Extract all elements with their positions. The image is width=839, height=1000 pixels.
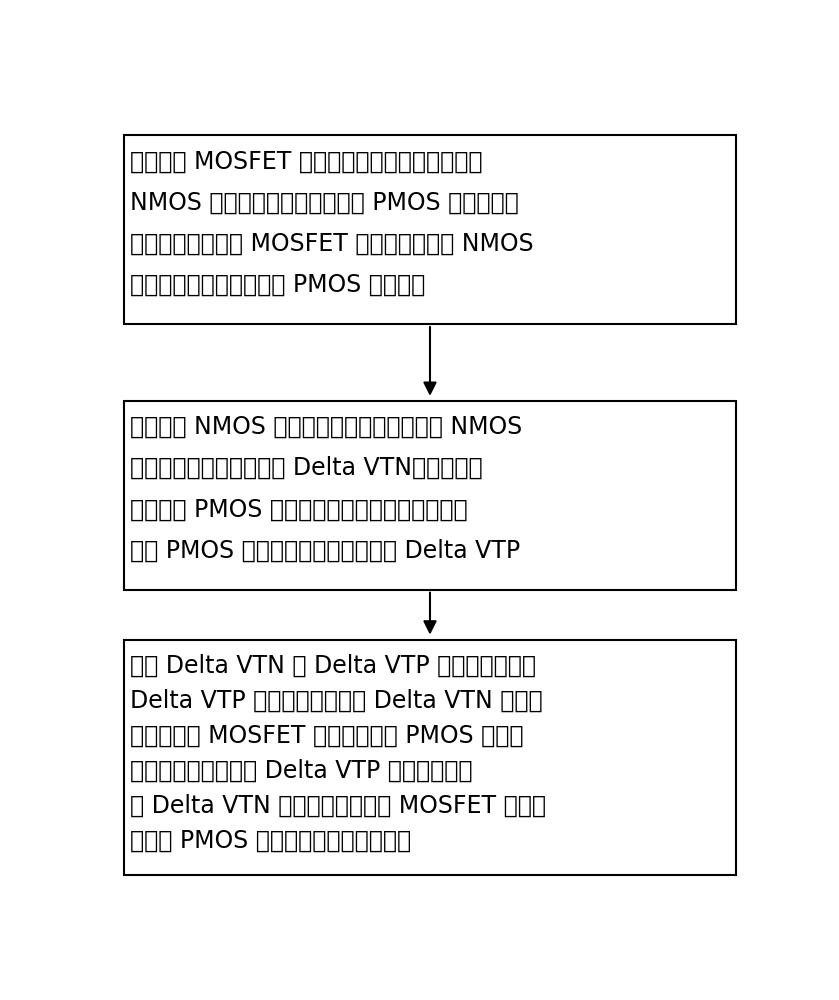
Text: 沟道 PMOS 场效应管的阈值电压之差 Delta VTP: 沟道 PMOS 场效应管的阈值电压之差 Delta VTP [129,539,519,563]
Text: 利用降低热过程的 MOSFET 工艺，制备第二 NMOS: 利用降低热过程的 MOSFET 工艺，制备第二 NMOS [129,232,534,256]
Text: NMOS 场效应管与第一表面沟道 PMOS 场效应管；: NMOS 场效应管与第一表面沟道 PMOS 场效应管； [129,191,519,215]
Text: 计算第一 NMOS 场效应管的阈值电压与第二 NMOS: 计算第一 NMOS 场效应管的阈值电压与第二 NMOS [129,415,522,439]
Text: 场效应管的阈值电压之差 Delta VTN，计算第一: 场效应管的阈值电压之差 Delta VTN，计算第一 [129,456,482,480]
Text: 面沟道 PMOS 场效应管有明显的硼扩散: 面沟道 PMOS 场效应管有明显的硼扩散 [129,829,411,853]
Text: 值，则基准 MOSFET 工艺表面沟道 PMOS 场效应: 值，则基准 MOSFET 工艺表面沟道 PMOS 场效应 [129,724,523,748]
Text: Delta VTP 的绝对值小于等于 Delta VTN 的绝对: Delta VTP 的绝对值小于等于 Delta VTN 的绝对 [129,689,542,713]
Bar [124,401,736,590]
Text: 于 Delta VTN 的绝对值，则基准 MOSFET 工艺表: 于 Delta VTN 的绝对值，则基准 MOSFET 工艺表 [129,794,545,818]
Bar [124,135,736,324]
Text: 比较 Delta VTN 与 Delta VTP 的绝对值，如果: 比较 Delta VTN 与 Delta VTP 的绝对值，如果 [129,654,535,678]
Bar [124,640,736,875]
Text: 场效应管与第二表面沟道 PMOS 场效应管: 场效应管与第二表面沟道 PMOS 场效应管 [129,273,425,297]
Text: 管没有硼扩散；如果 Delta VTP 的绝对值远大: 管没有硼扩散；如果 Delta VTP 的绝对值远大 [129,759,472,783]
Text: 表面沟道 PMOS 场效应管的阈值电压与第二表面: 表面沟道 PMOS 场效应管的阈值电压与第二表面 [129,497,467,521]
Text: 利用基准 MOSFET 工艺的过程和参数，制备第一: 利用基准 MOSFET 工艺的过程和参数，制备第一 [129,149,482,173]
